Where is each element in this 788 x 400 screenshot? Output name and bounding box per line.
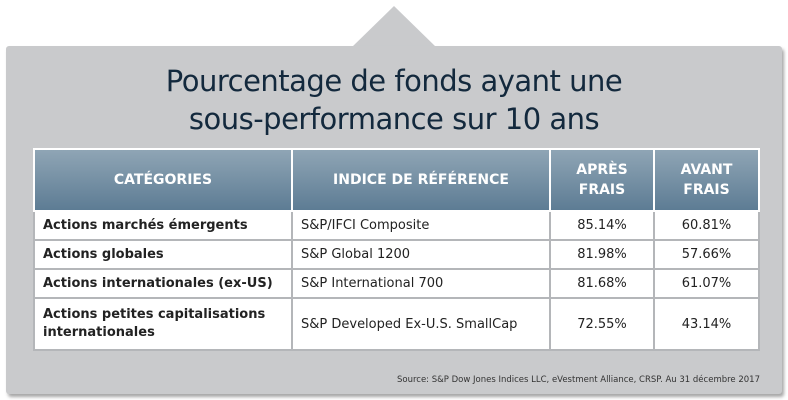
category-line-2: internationales [43,325,155,340]
title-line-2: sous-performance sur 10 ans [188,102,600,136]
before-fees-cell: 43.14% [653,297,760,351]
before-fees-cell: 61.07% [653,268,760,299]
callout-pointer [352,6,436,47]
index-cell: S&P/IFCI Composite [291,210,551,241]
category-cell: Actions internationales (ex-US) [33,268,293,299]
after-fees-cell: 85.14% [549,210,655,241]
table-row: Actions petites capitalisations internat… [33,297,760,351]
category-cell: Actions globales [33,239,293,270]
after-fees-cell: 81.98% [549,239,655,270]
table-row: Actions globales S&P Global 1200 81.98% … [33,239,760,270]
title-line-1: Pourcentage de fonds ayant une [165,64,623,98]
header-categories: CATÉGORIES [33,148,293,212]
table-header-row: CATÉGORIES INDICE DE RÉFÉRENCE APRÈS FRAI… [33,148,760,212]
header-benchmark-index: INDICE DE RÉFÉRENCE [291,148,551,212]
header-before-fees: AVANT FRAIS [653,148,760,212]
after-fees-cell: 72.55% [549,297,655,351]
table-row: Actions internationales (ex-US) S&P Inte… [33,268,760,299]
category-line-1: Actions petites capitalisations [43,307,266,322]
after-fees-cell: 81.68% [549,268,655,299]
index-cell: S&P Developed Ex-U.S. SmallCap [291,297,551,351]
header-after-fees: APRÈS FRAIS [549,148,655,212]
fund-underperformance-table: CATÉGORIES INDICE DE RÉFÉRENCE APRÈS FRAI… [33,148,760,351]
source-note: Source: S&P Dow Jones Indices LLC, eVest… [396,375,760,385]
category-cell: Actions petites capitalisations internat… [33,297,293,351]
page-title: Pourcentage de fonds ayant une sous-perf… [6,62,782,138]
category-cell: Actions marchés émergents [33,210,293,241]
table-row: Actions marchés émergents S&P/IFCI Compo… [33,210,760,241]
before-fees-cell: 57.66% [653,239,760,270]
index-cell: S&P International 700 [291,268,551,299]
before-fees-cell: 60.81% [653,210,760,241]
index-cell: S&P Global 1200 [291,239,551,270]
